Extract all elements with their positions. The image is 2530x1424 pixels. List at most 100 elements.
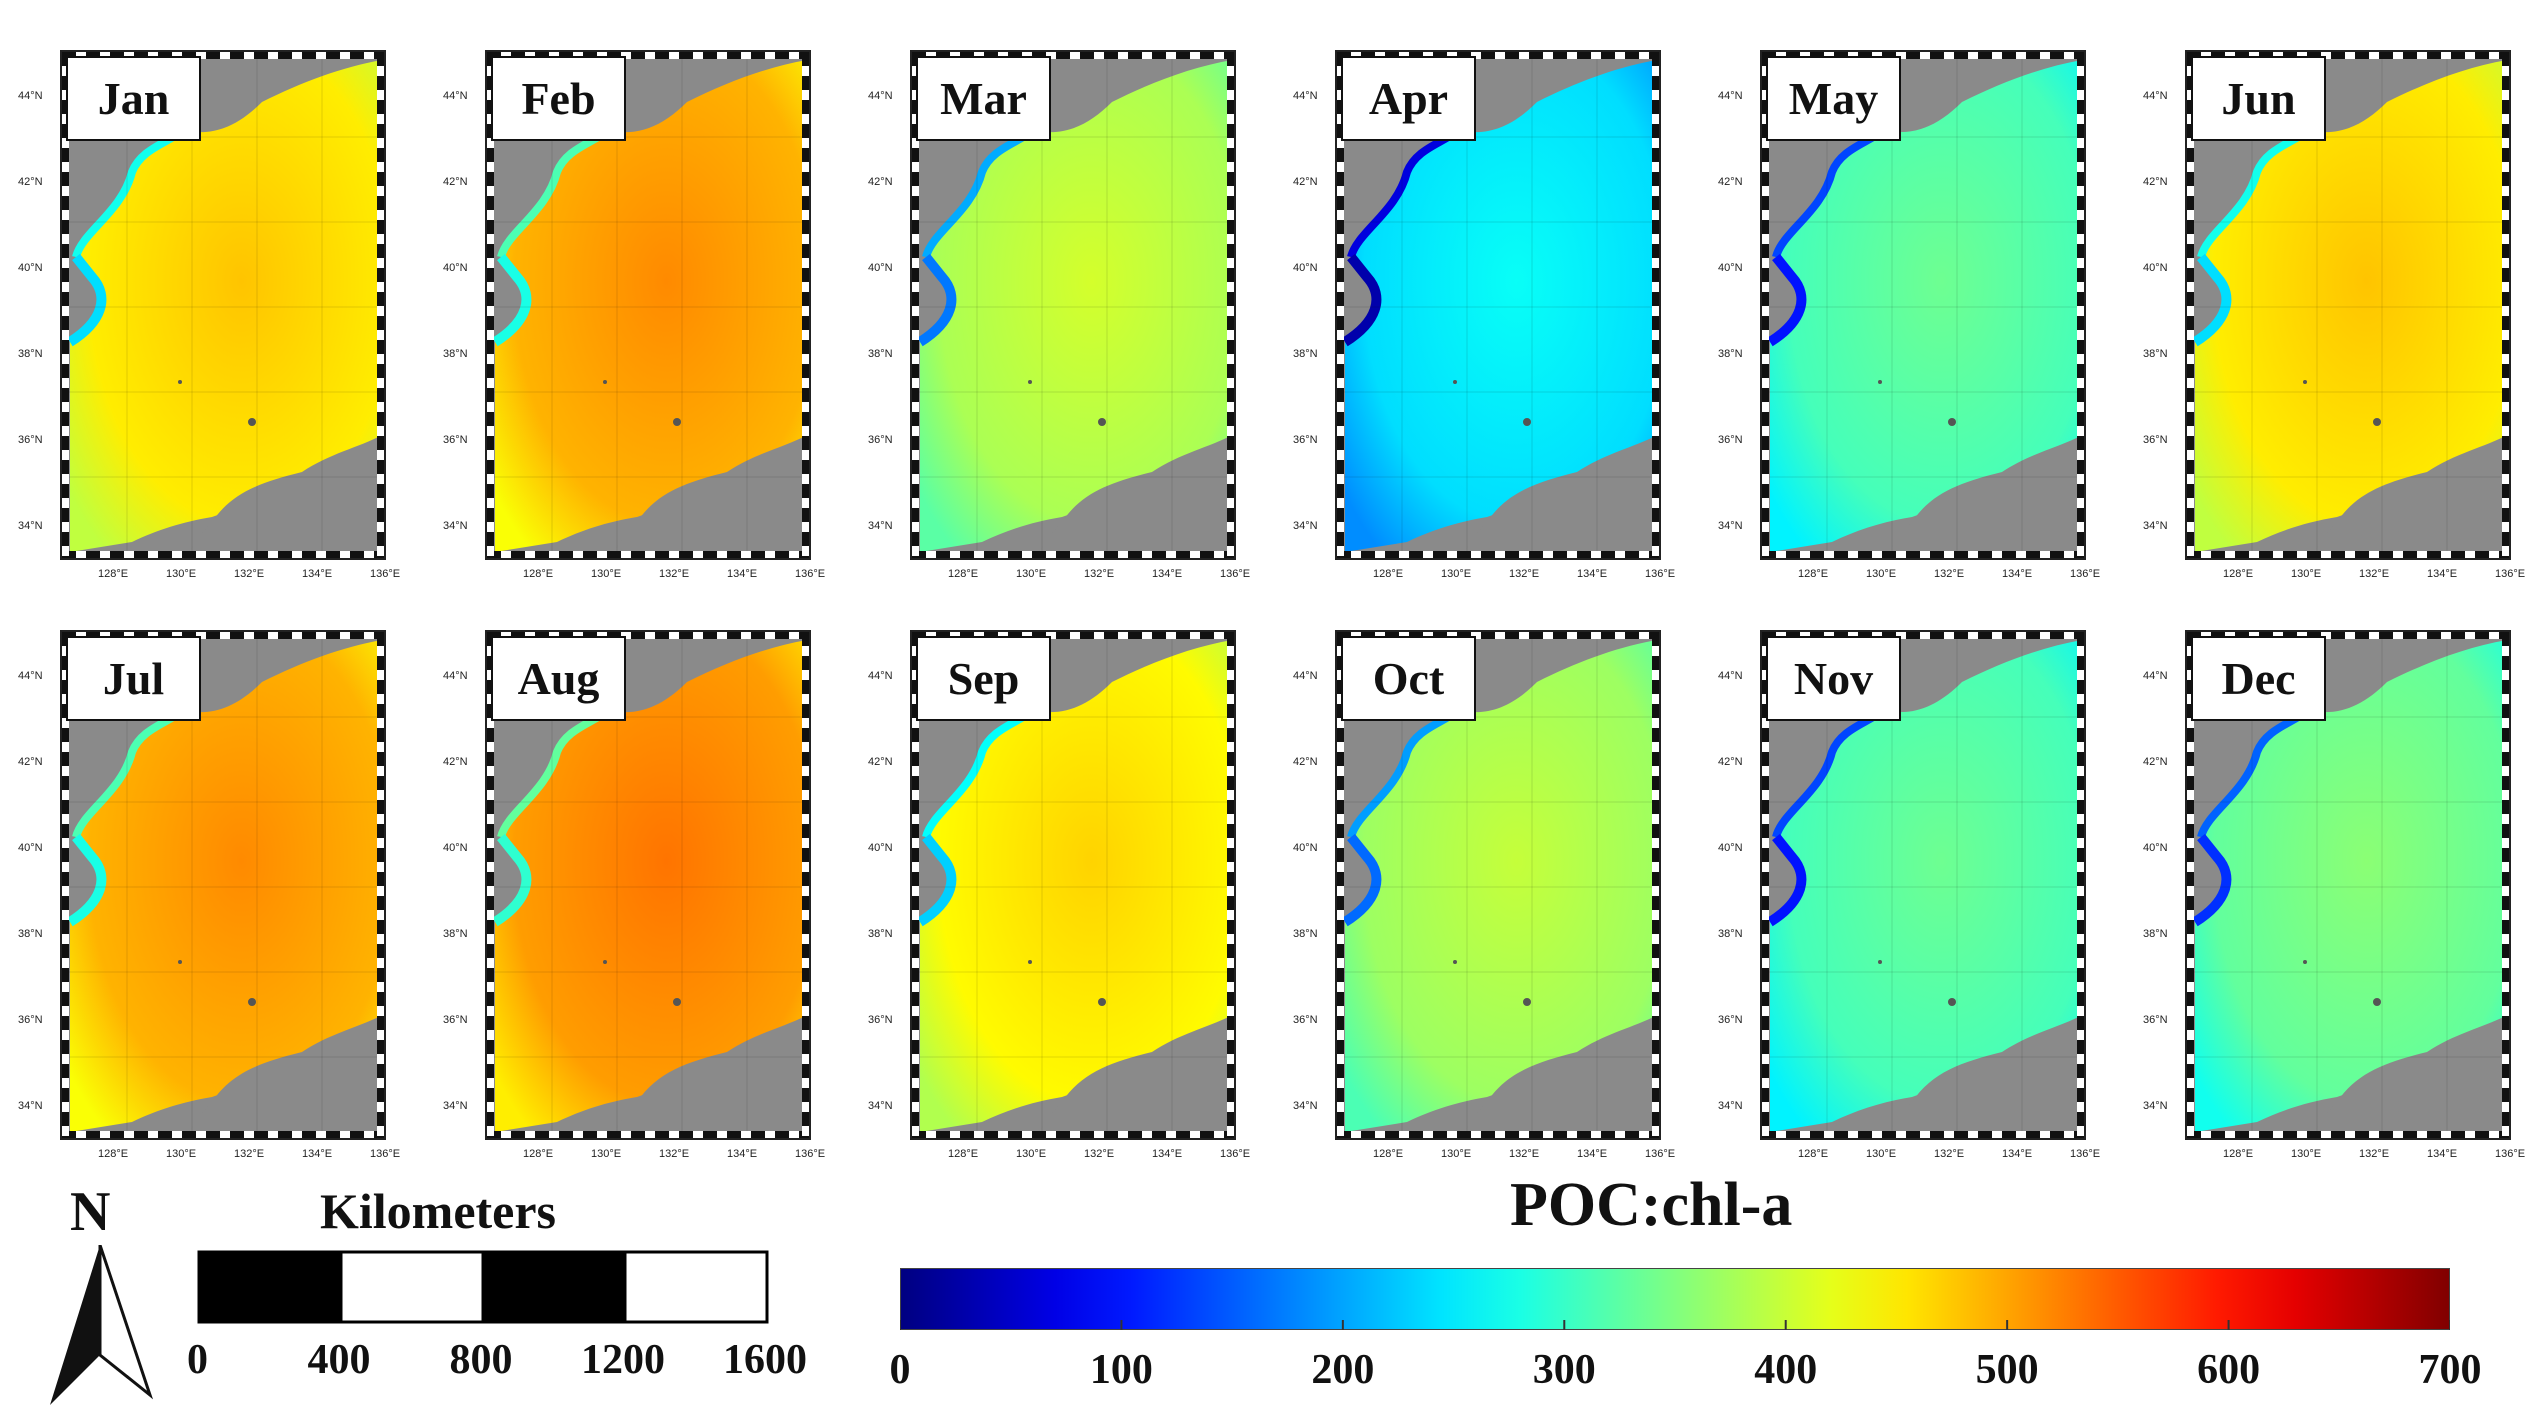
colorbar-tick-label: 200: [1311, 1347, 1375, 1393]
longitude-label: 132°E: [1509, 1148, 1540, 1160]
latitude-label: 44°N: [1293, 90, 1318, 102]
latitude-label: 34°N: [18, 1100, 43, 1112]
frame-border: [2077, 52, 2084, 558]
map-panel-aug: Aug 44°N 42°N 40°N 38°N 36°N 34°N 128°E 130°E 132…: [443, 630, 825, 1160]
latitude-label: 40°N: [1293, 842, 1318, 854]
map-frame: [910, 630, 1236, 1140]
map-panel-jul: Jul 44°N 42°N 40°N 38°N 36°N 34°N 128°E 130°E 132…: [18, 630, 400, 1160]
frame-border: [2187, 632, 2509, 639]
latitude-label: 36°N: [2143, 434, 2168, 446]
coastal-band: [1767, 253, 1807, 347]
colorbar-tick-label: 300: [1532, 1347, 1596, 1393]
scale-segment: [339, 1250, 485, 1324]
frame-border: [1337, 52, 1344, 558]
latitude-label: 42°N: [1293, 176, 1318, 188]
japan-land: [609, 1014, 809, 1138]
map-panel-may: May 44°N 42°N 40°N 38°N 36°N 34°N 128°E 130°E 132…: [1718, 50, 2100, 580]
scale-bar-title: Kilometers: [320, 1183, 557, 1239]
month-label: Jun: [2191, 56, 2326, 141]
latitude-label: 40°N: [18, 842, 43, 854]
longitude-label: 130°E: [2291, 1148, 2322, 1160]
island: [1098, 418, 1106, 426]
frame-border: [487, 52, 809, 59]
frame-border: [1227, 632, 1234, 1138]
latitude-label: 34°N: [443, 520, 468, 532]
sea-surface: [495, 60, 807, 552]
longitude-label: 136°E: [795, 1148, 826, 1160]
latitude-label: 34°N: [1718, 1100, 1743, 1112]
longitude-label: 128°E: [523, 1148, 554, 1160]
frame-border: [62, 632, 69, 1138]
island: [1523, 998, 1531, 1006]
longitude-label: 128°E: [523, 568, 554, 580]
latitude-label: 34°N: [868, 520, 893, 532]
frame-border: [1227, 52, 1234, 558]
latitude-label: 34°N: [868, 1100, 893, 1112]
month-label: Apr: [1341, 56, 1476, 141]
island: [248, 418, 256, 426]
longitude-label: 128°E: [948, 1148, 979, 1160]
map-panel-sep: Sep 44°N 42°N 40°N 38°N 36°N 34°N 128°E 130°E 132…: [868, 630, 1250, 1160]
longitude-label: 132°E: [1084, 1148, 1115, 1160]
longitude-label: 130°E: [1441, 1148, 1472, 1160]
latitude-label: 40°N: [1718, 842, 1743, 854]
japan-land: [1459, 1014, 1659, 1138]
colorbar-tick-label: 0: [889, 1347, 911, 1393]
scale-tick-label: 400: [307, 1337, 371, 1383]
japan-land: [609, 434, 809, 558]
sea-surface: [1770, 640, 2082, 1132]
frame-border: [2187, 1131, 2509, 1138]
scale-bar: [197, 1250, 769, 1324]
longitude-label: 128°E: [2223, 1148, 2254, 1160]
map-panel-jan: Jan 44°N 42°N 40°N 38°N 36°N 34°N 128°E 130°E 132…: [18, 50, 400, 580]
frame-border: [62, 52, 384, 59]
latitude-label: 44°N: [1293, 670, 1318, 682]
latitude-label: 38°N: [2143, 928, 2168, 940]
longitude-label: 132°E: [2359, 568, 2390, 580]
latitude-label: 42°N: [443, 176, 468, 188]
latitude-label: 36°N: [868, 434, 893, 446]
longitude-label: 128°E: [98, 568, 129, 580]
latitude-label: 36°N: [443, 1014, 468, 1026]
longitude-label: 130°E: [1441, 568, 1472, 580]
frame-border: [487, 551, 809, 558]
sea-map: [62, 632, 384, 1138]
frame-border: [912, 632, 1234, 639]
map-panel-mar: Mar 44°N 42°N 40°N 38°N 36°N 34°N 128°E 130°E 132…: [868, 50, 1250, 580]
frame-border: [487, 52, 494, 558]
frame-border: [912, 52, 919, 558]
island: [1878, 960, 1882, 964]
map-panel-jun: Jun 44°N 42°N 40°N 38°N 36°N 34°N 128°E 130°E 132…: [2143, 50, 2525, 580]
coastal-band: [2192, 833, 2232, 927]
longitude-label: 132°E: [1934, 1148, 1965, 1160]
latitude-label: 38°N: [1718, 348, 1743, 360]
island: [248, 998, 256, 1006]
map-panel-nov: Nov 44°N 42°N 40°N 38°N 36°N 34°N 128°E 130°E 132…: [1718, 630, 2100, 1160]
month-label: Oct: [1341, 636, 1476, 721]
latitude-label: 42°N: [1293, 756, 1318, 768]
frame-border: [1762, 1131, 2084, 1138]
japan-land: [1884, 1014, 2084, 1138]
latitude-label: 36°N: [1718, 434, 1743, 446]
map-frame: [60, 630, 386, 1140]
japan-land: [2309, 434, 2509, 558]
frame-border: [2502, 632, 2509, 1138]
longitude-label: 134°E: [1577, 568, 1608, 580]
month-label: Feb: [491, 56, 626, 141]
latitude-label: 38°N: [443, 928, 468, 940]
latitude-label: 44°N: [443, 670, 468, 682]
latitude-label: 42°N: [2143, 756, 2168, 768]
frame-border: [487, 1131, 809, 1138]
latitude-label: 34°N: [1293, 1100, 1318, 1112]
latitude-label: 42°N: [1718, 756, 1743, 768]
island: [2303, 380, 2307, 384]
longitude-label: 132°E: [234, 568, 265, 580]
latitude-label: 34°N: [1293, 520, 1318, 532]
latitude-label: 42°N: [18, 176, 43, 188]
longitude-label: 132°E: [659, 568, 690, 580]
latitude-label: 38°N: [868, 348, 893, 360]
sea-surface: [2195, 640, 2507, 1132]
latitude-label: 36°N: [1718, 1014, 1743, 1026]
japan-land: [1034, 1014, 1234, 1138]
